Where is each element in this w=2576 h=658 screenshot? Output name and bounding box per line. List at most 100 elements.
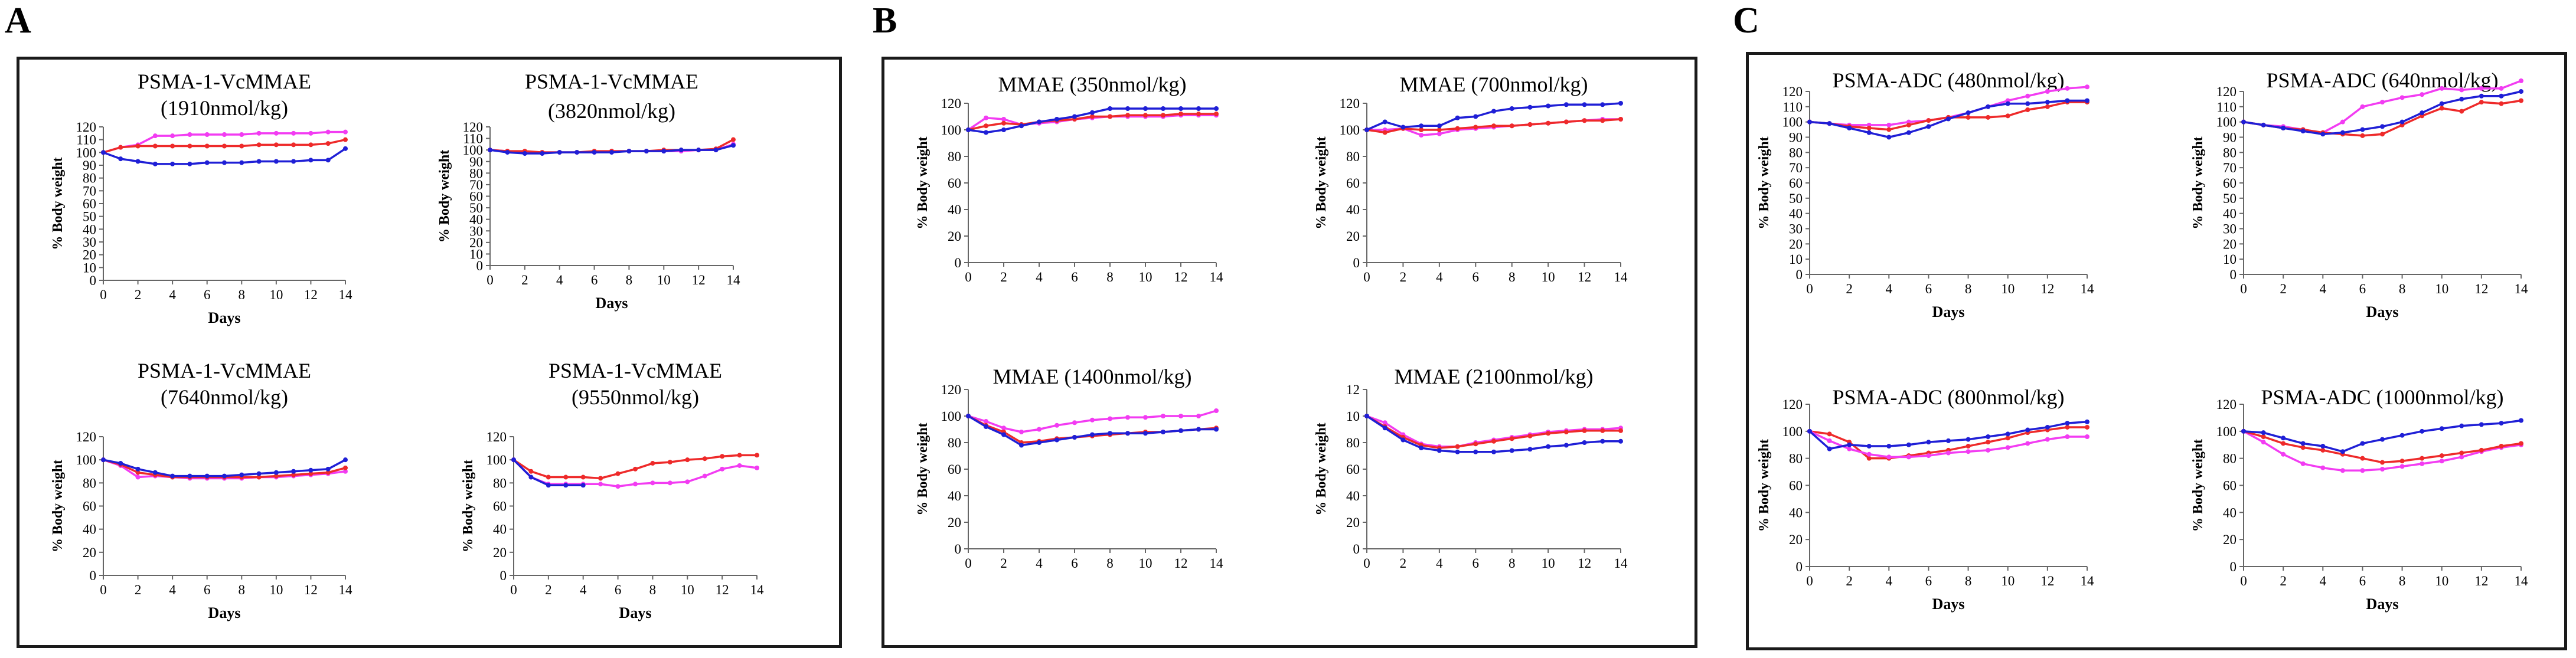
data-point-blue xyxy=(1600,438,1605,444)
data-point-blue xyxy=(2459,423,2464,428)
data-point-blue xyxy=(308,467,314,473)
y-tick-label: 60 xyxy=(83,499,96,514)
x-axis-label: Days xyxy=(1932,595,1965,613)
data-point-blue xyxy=(1178,106,1183,111)
data-point-magenta xyxy=(2085,434,2089,439)
data-point-red xyxy=(1618,428,1623,433)
data-point-blue xyxy=(1546,444,1551,449)
x-tick-label: 8 xyxy=(1106,270,1114,284)
data-point-red xyxy=(2479,447,2484,453)
y-axis-label: % Body weight xyxy=(2190,439,2206,532)
data-point-magenta xyxy=(1001,425,1006,431)
x-tick-label: 8 xyxy=(2399,574,2406,588)
y-tick-label: 80 xyxy=(948,436,961,450)
y-tick-label: 60 xyxy=(493,499,507,514)
y-axis-label: % Body weight xyxy=(915,423,931,515)
data-point-magenta xyxy=(2340,468,2345,473)
data-point-blue xyxy=(1827,446,1832,451)
y-tick-label: 80 xyxy=(83,171,96,186)
data-point-red xyxy=(1509,123,1514,129)
y-axis-label: % Body weight xyxy=(1756,136,1772,229)
x-tick-label: 6 xyxy=(1473,556,1480,571)
data-point-red xyxy=(1436,127,1442,132)
data-point-blue xyxy=(528,474,534,480)
chart-11: PSMA-ADC (800nmol/kg) 0 2 4 6 8 10 12 14 0 20 40 60 8… xyxy=(1756,385,2094,613)
data-point-red xyxy=(2320,447,2326,453)
data-point-blue xyxy=(2340,449,2345,454)
data-point-magenta xyxy=(984,115,988,120)
y-tick-label: 30 xyxy=(469,224,483,238)
x-tick-label: 4 xyxy=(1436,270,1443,284)
x-tick-label: 12 xyxy=(304,287,318,302)
data-point-blue xyxy=(1509,448,1514,453)
data-point-blue xyxy=(1054,117,1059,122)
chart-title: MMAE (350nmol/kg) xyxy=(998,73,1187,96)
data-point-blue xyxy=(1986,104,1991,109)
y-tick-label: 70 xyxy=(83,184,96,198)
data-point-red xyxy=(2479,100,2484,105)
y-axis-label: % Body weight xyxy=(437,150,452,243)
x-tick-label: 2 xyxy=(545,582,552,597)
data-point-red xyxy=(731,137,736,142)
data-point-red xyxy=(1926,118,1931,123)
data-point-blue xyxy=(2439,101,2444,106)
x-tick-label: 2 xyxy=(135,582,142,597)
data-point-red xyxy=(308,471,314,476)
data-point-blue xyxy=(2519,418,2523,423)
data-point-blue xyxy=(661,149,667,154)
data-point-blue xyxy=(1618,101,1623,106)
x-tick-label: 2 xyxy=(2280,574,2287,588)
data-point-red xyxy=(1866,456,1872,461)
x-axis-label: Days xyxy=(2366,303,2399,320)
data-point-blue xyxy=(2360,127,2365,132)
y-tick-label: 120 xyxy=(487,430,507,444)
chart-10: PSMA-ADC (640nmol/kg)0 2 4 6 8 10 12 1401020304… xyxy=(2190,68,2528,320)
x-tick-label: 10 xyxy=(2435,574,2448,588)
x-tick-label: 6 xyxy=(1925,574,1932,588)
x-tick-label: 8 xyxy=(2399,281,2406,296)
y-tick-label: 40 xyxy=(2223,505,2237,520)
data-point-magenta xyxy=(204,132,210,137)
y-tick-label: 0 xyxy=(955,542,962,556)
data-point-red xyxy=(1473,125,1478,130)
data-point-blue xyxy=(540,151,545,156)
data-point-red xyxy=(325,470,331,475)
x-tick-label: 4 xyxy=(1436,556,1443,571)
data-point-red xyxy=(187,143,192,149)
data-point-red xyxy=(1161,113,1165,118)
data-point-blue xyxy=(1847,442,1852,447)
data-point-blue xyxy=(1618,438,1623,444)
data-point-blue xyxy=(2025,101,2030,106)
chart-title: (3820nmol/kg) xyxy=(548,99,675,123)
data-point-magenta xyxy=(273,130,279,136)
data-point-magenta xyxy=(2519,78,2523,83)
data-point-red xyxy=(2399,459,2405,464)
x-tick-label: 0 xyxy=(1363,556,1370,571)
data-point-red xyxy=(2420,456,2425,461)
data-point-blue xyxy=(1966,437,1971,442)
chart-title: PSMA-1-VcMMAE xyxy=(525,70,698,93)
data-point-magenta xyxy=(2499,86,2504,91)
data-point-red xyxy=(755,453,759,458)
y-axis-label: % Body weight xyxy=(1756,439,1772,532)
data-point-magenta xyxy=(685,479,690,485)
y-tick-label: 90 xyxy=(469,155,483,169)
y-tick-label: 40 xyxy=(948,202,961,217)
x-tick-label: 0 xyxy=(487,273,494,287)
y-tick-label: 80 xyxy=(83,476,96,490)
data-point-red xyxy=(1419,127,1424,132)
chart-title: PSMA-ADC (1000nmol/kg) xyxy=(2261,385,2503,409)
y-tick-label: 100 xyxy=(2216,424,2237,439)
data-point-magenta xyxy=(2380,100,2385,105)
data-point-blue xyxy=(1382,119,1387,125)
data-point-blue xyxy=(2261,122,2266,127)
x-tick-label: 14 xyxy=(339,582,353,597)
y-tick-label: 20 xyxy=(948,515,961,530)
data-point-blue xyxy=(522,151,527,156)
x-tick-label: 4 xyxy=(1886,281,1893,296)
y-tick-label: 120 xyxy=(76,430,97,444)
data-point-blue xyxy=(1072,114,1077,119)
data-point-red xyxy=(546,474,551,480)
data-point-red xyxy=(528,469,534,474)
y-tick-label: 60 xyxy=(1789,479,1803,493)
